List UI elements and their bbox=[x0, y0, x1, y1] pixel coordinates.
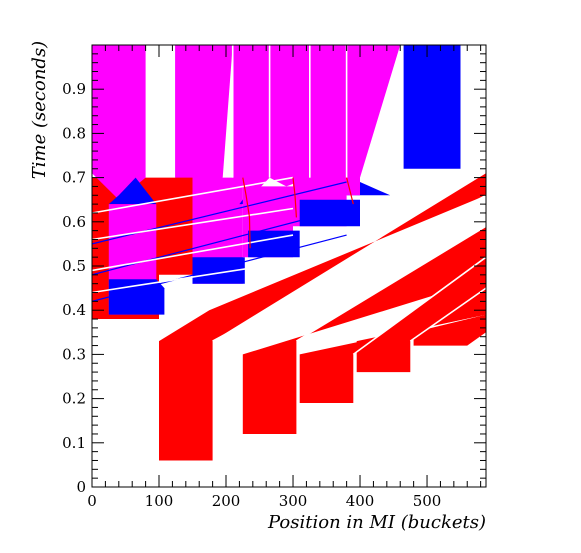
y-tick-label: 0.8 bbox=[62, 124, 86, 142]
line-red-17 bbox=[346, 177, 354, 205]
x-tick-label: 500 bbox=[413, 492, 442, 510]
line-white-7 bbox=[212, 194, 486, 342]
y-tick-label: 0.4 bbox=[62, 301, 86, 319]
region-magenta-9 bbox=[232, 45, 270, 196]
line-white-4 bbox=[92, 207, 294, 241]
line-white-10 bbox=[409, 287, 486, 342]
y-tick-label: 0.6 bbox=[62, 213, 86, 231]
line-white-3 bbox=[92, 176, 294, 214]
x-tick-label: 200 bbox=[212, 492, 241, 510]
x-tick-label: 400 bbox=[346, 492, 375, 510]
line-blue-2 bbox=[92, 234, 347, 302]
y-tick-label: 0.2 bbox=[62, 390, 86, 408]
line-white-6 bbox=[92, 260, 294, 294]
region-red-23 bbox=[299, 257, 486, 403]
x-tick-label: 100 bbox=[145, 492, 174, 510]
region-red-22 bbox=[242, 226, 486, 434]
x-tick-label: 300 bbox=[279, 492, 308, 510]
region-magenta-5 bbox=[175, 45, 233, 187]
y-tick-label: 0 bbox=[76, 478, 86, 496]
line-white-5 bbox=[92, 234, 294, 272]
y-tick-label: 0.7 bbox=[62, 169, 86, 187]
plot-regions bbox=[92, 45, 486, 461]
region-blue-8 bbox=[192, 257, 245, 284]
y-tick-label: 0.1 bbox=[62, 434, 86, 452]
x-axis-title: Position in MI (buckets) bbox=[267, 512, 486, 533]
line-red-15 bbox=[242, 177, 251, 249]
y-tick-label: 0.5 bbox=[62, 257, 86, 275]
axis-tick-labels: 0 100 200 300 400 500 0 0.1 0.2 0.3 0.4 0.5 0.6 0.7 0.… bbox=[62, 80, 441, 510]
line-white-8 bbox=[295, 225, 486, 342]
line-white-9 bbox=[352, 256, 486, 356]
region-magenta-17 bbox=[309, 45, 401, 196]
region-magenta-13 bbox=[269, 45, 310, 187]
region-red-21 bbox=[159, 173, 486, 461]
region-magenta-1 bbox=[92, 45, 146, 200]
axis-ticks bbox=[91, 45, 486, 488]
region-red-24 bbox=[356, 288, 486, 373]
plot-lines bbox=[92, 45, 486, 356]
region-red-25 bbox=[413, 314, 486, 346]
region-blue-2 bbox=[108, 177, 157, 205]
x-tick-label: 0 bbox=[87, 492, 97, 510]
y-axis-title: Time (seconds) bbox=[29, 41, 50, 179]
line-red-16 bbox=[292, 177, 297, 218]
region-blue-20 bbox=[403, 45, 461, 169]
y-tick-label: 0.3 bbox=[62, 345, 86, 363]
region-magenta-7 bbox=[192, 177, 243, 284]
y-tick-label: 0.9 bbox=[62, 80, 86, 98]
